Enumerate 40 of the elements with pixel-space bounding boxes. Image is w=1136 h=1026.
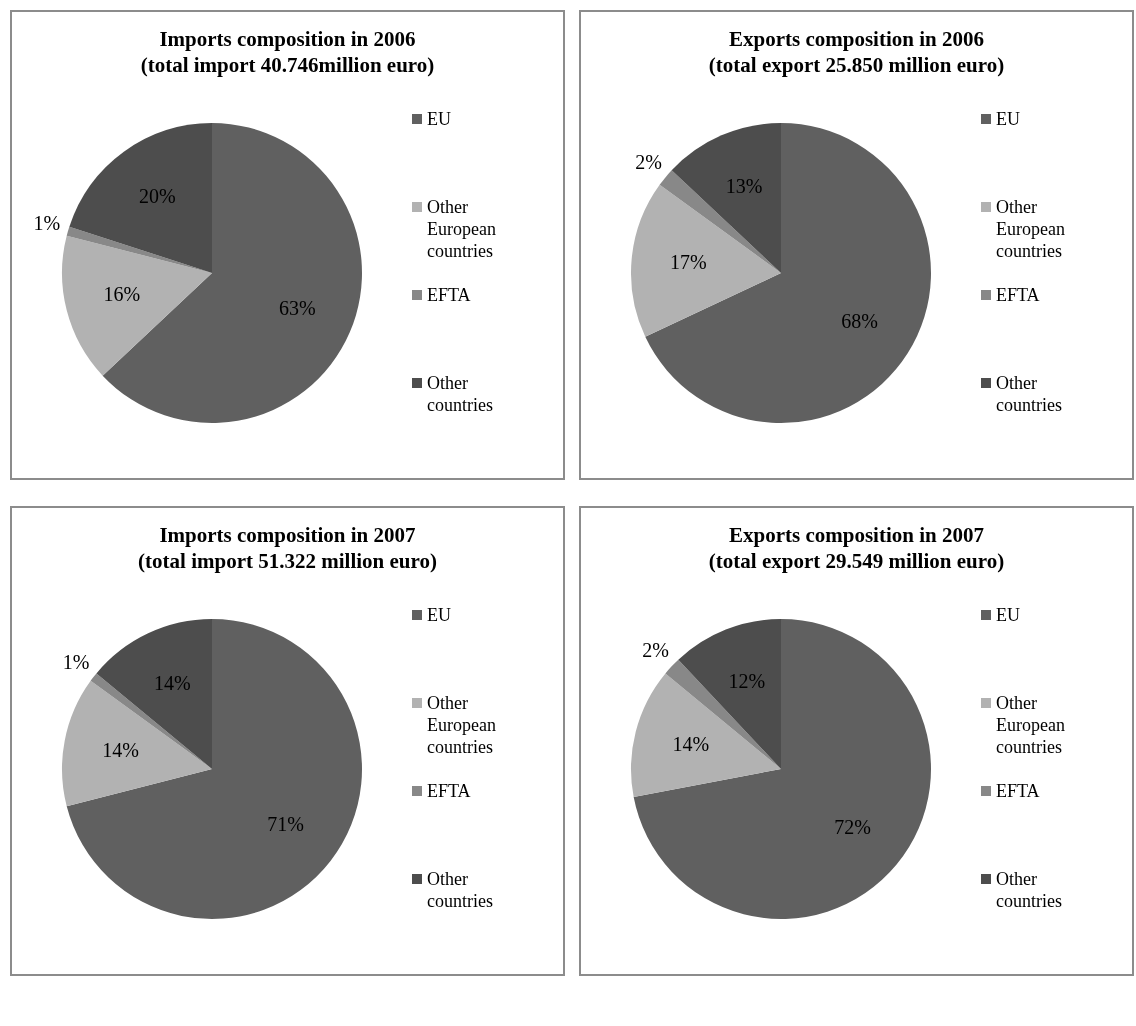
legend-label: EU <box>996 604 1020 626</box>
legend-label: EFTA <box>996 780 1040 802</box>
data-label: 1% <box>62 650 90 673</box>
data-label: 68% <box>841 310 878 333</box>
data-label: 14% <box>672 733 710 756</box>
legend-label: Other countries <box>996 372 1063 416</box>
data-label: 2% <box>642 638 669 661</box>
legend-label: Other European countries <box>427 196 497 262</box>
chart-title: Exports composition in 2007 <box>728 522 985 548</box>
data-label: 12% <box>728 669 766 692</box>
data-label: 14% <box>102 738 139 761</box>
data-label: 72% <box>834 815 871 838</box>
legend-label: EFTA <box>427 284 471 306</box>
data-label: 14% <box>154 672 191 695</box>
legend-label: EU <box>427 108 451 130</box>
data-label: 1% <box>33 212 61 235</box>
legend-label: EU <box>996 108 1020 130</box>
legend-label: EU <box>427 604 451 626</box>
legend-label: Other countries <box>427 372 494 416</box>
chart-title: Imports composition in 2007 <box>158 522 417 548</box>
legend-label: Other countries <box>996 868 1063 912</box>
legend-label: EFTA <box>427 780 471 802</box>
legend-label: Other European countries <box>996 692 1066 758</box>
chart-subtitle: (total import 40.746million euro) <box>139 52 436 78</box>
chart-title: Imports composition in 2006 <box>158 26 417 52</box>
chart-title: Exports composition in 2006 <box>728 26 985 52</box>
legend-label: Other European countries <box>427 692 497 758</box>
chart-subtitle: (total import 51.322 million euro) <box>137 548 438 574</box>
data-label: 17% <box>670 251 707 274</box>
chart-subtitle: (total export 25.850 million euro) <box>707 52 1006 78</box>
legend-label: Other European countries <box>996 196 1066 262</box>
data-label: 16% <box>103 283 141 306</box>
legend-label: EFTA <box>996 284 1040 306</box>
data-label: 2% <box>635 150 662 173</box>
chart-subtitle: (total export 29.549 million euro) <box>707 548 1006 574</box>
legend-label: Other countries <box>427 868 494 912</box>
data-label: 13% <box>725 174 763 197</box>
data-label: 71% <box>267 813 304 836</box>
data-label: 20% <box>139 185 176 208</box>
data-label: 63% <box>279 297 316 320</box>
